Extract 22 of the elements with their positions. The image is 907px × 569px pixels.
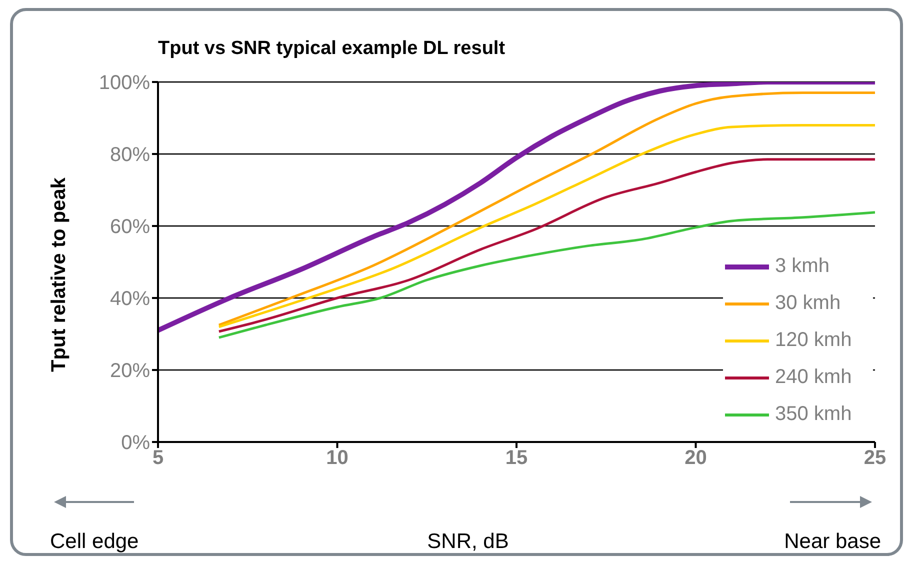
y-tick-label: 100% xyxy=(98,72,150,94)
x-tick-label: 15 xyxy=(505,447,528,470)
x-tick-label: 5 xyxy=(152,447,164,470)
y-tick-label: 20% xyxy=(110,360,150,382)
y-axis-title: Tput relative to peak xyxy=(48,176,70,372)
line-series xyxy=(218,158,875,333)
legend-label: 3 kmh xyxy=(775,255,830,278)
text: Near base xyxy=(784,530,881,554)
x-axis-title: SNR, dB xyxy=(426,530,510,554)
x-tick-label: 25 xyxy=(864,447,886,470)
chart-title: Tput vs SNR typical example DL result xyxy=(158,38,506,60)
y-tick-label: 0% xyxy=(121,432,150,454)
y-tick-label: 60% xyxy=(110,216,150,238)
x-tick-label: 10 xyxy=(326,447,348,470)
legend-label: 30 kmh xyxy=(775,292,841,315)
y-tick-label: 40% xyxy=(110,288,150,310)
legend-label: 350 kmh xyxy=(775,403,852,426)
text: Cell edge xyxy=(50,530,139,554)
x-tick-label: 20 xyxy=(684,447,707,470)
y-tick-label: 80% xyxy=(110,144,150,166)
legend-label: 120 kmh xyxy=(775,329,852,352)
legend-label: 240 kmh xyxy=(775,366,852,389)
